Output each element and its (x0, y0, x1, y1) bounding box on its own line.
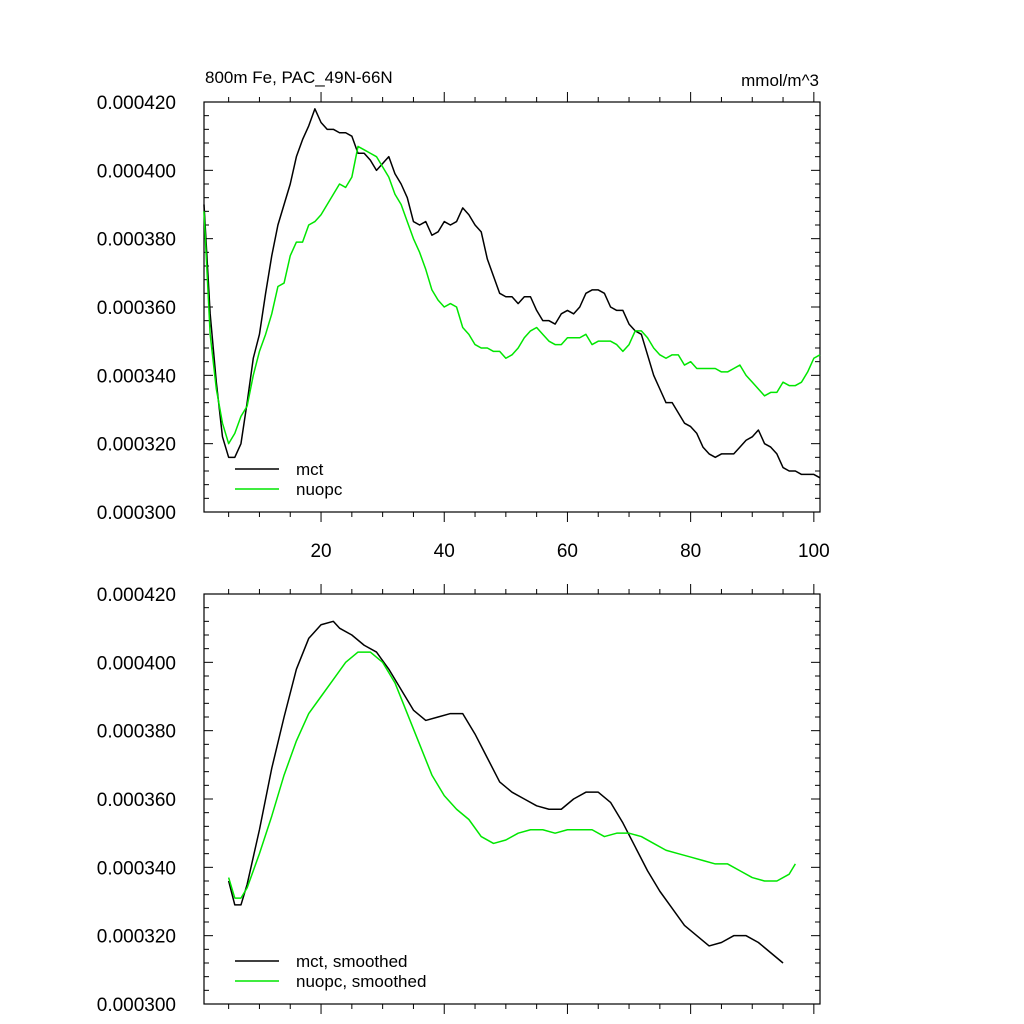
top-ytick-label: 0.000420 (97, 93, 176, 114)
bottom-ytick-label: 0.000300 (97, 995, 176, 1016)
top-ytick-label: 0.000320 (97, 435, 176, 456)
top-panel: 800m Fe, PAC_49N-66N mmol/m^3 0.000300 0.… (97, 68, 830, 562)
top-xtick-label: 80 (680, 541, 701, 562)
top-ytick-label: 0.000340 (97, 366, 176, 387)
top-xtick-label: 100 (798, 541, 830, 562)
bottom-ytick-label: 0.000340 (97, 858, 176, 879)
top-xtick-label: 40 (434, 541, 455, 562)
bottom-panel: 0.000300 0.000320 0.000340 0.000360 0.000380… (97, 584, 821, 1016)
top-xtick-label: 20 (310, 541, 331, 562)
top-ytick-label: 0.000400 (97, 161, 176, 182)
bottom-legend-label-nuopc-smoothed: nuopc, smoothed (296, 972, 426, 991)
top-series-line-nuopc (203, 145, 821, 445)
top-ytick-label: 0.000300 (97, 503, 176, 524)
bottom-legend-label-mct-smoothed: mct, smoothed (296, 952, 408, 971)
top-legend-label-mct: mct (296, 460, 324, 479)
top-panel-title: 800m Fe, PAC_49N-66N (205, 68, 393, 87)
bottom-series-line-nuopc-smoothed (227, 651, 797, 899)
top-plot-frame (203, 101, 821, 513)
bottom-series-line-mct-smoothed (227, 620, 784, 964)
top-legend-label-nuopc: nuopc (296, 480, 343, 499)
bottom-plot-frame (203, 593, 821, 1005)
bottom-ytick-label: 0.000400 (97, 653, 176, 674)
bottom-ytick-label: 0.000380 (97, 722, 176, 743)
bottom-ytick-label: 0.000320 (97, 927, 176, 948)
bottom-ytick-label: 0.000360 (97, 790, 176, 811)
top-ytick-label: 0.000380 (97, 230, 176, 251)
top-panel-units: mmol/m^3 (741, 71, 819, 90)
top-ytick-label: 0.000360 (97, 298, 176, 319)
top-series-line-mct (203, 108, 821, 479)
bottom-ytick-label: 0.000420 (97, 585, 176, 606)
top-xtick-label: 60 (557, 541, 578, 562)
